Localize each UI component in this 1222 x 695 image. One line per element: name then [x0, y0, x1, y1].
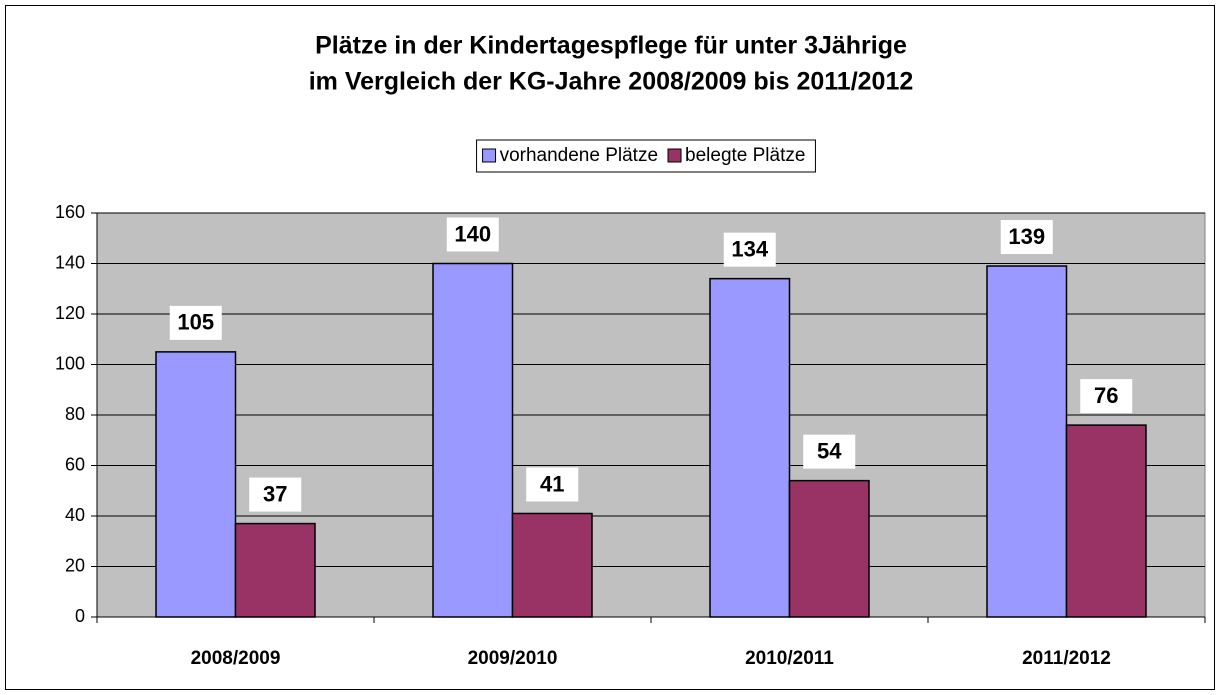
value-label-box — [803, 434, 856, 469]
y-tick-label: 120 — [55, 303, 85, 323]
bar — [234, 522, 316, 618]
x-tick-label: 2008/2009 — [191, 648, 281, 669]
value-label-box — [526, 467, 579, 502]
bar — [1065, 424, 1147, 618]
value-label-box — [1080, 379, 1133, 414]
value-label: 105 — [177, 310, 214, 335]
y-tick-label: 100 — [55, 353, 85, 373]
y-tick-label: 20 — [65, 555, 85, 575]
y-tick-label: 140 — [55, 252, 85, 272]
value-label: 37 — [263, 481, 287, 506]
value-label: 54 — [817, 438, 842, 463]
y-tick-label: 160 — [55, 202, 85, 222]
chart-title: Plätze in der Kindertagespflege für unte… — [315, 32, 907, 60]
value-label-box — [169, 305, 222, 340]
value-label: 139 — [1008, 224, 1045, 249]
value-label: 41 — [540, 471, 564, 496]
bar — [511, 512, 593, 618]
bar — [709, 277, 791, 618]
bar — [155, 351, 237, 618]
value-label-box — [1000, 220, 1053, 255]
value-label-box — [446, 217, 499, 252]
value-label: 134 — [731, 236, 768, 261]
legend-label: vorhandene Plätze — [500, 145, 658, 166]
y-tick-label: 80 — [65, 404, 85, 424]
x-tick-label: 2009/2010 — [468, 648, 558, 669]
value-label-box — [249, 477, 302, 512]
chart-title: im Vergleich der KG-Jahre 2008/2009 bis … — [309, 68, 914, 96]
y-tick-label: 40 — [65, 505, 85, 525]
value-label: 76 — [1094, 383, 1118, 408]
value-label: 140 — [454, 221, 491, 246]
x-tick-label: 2011/2012 — [1022, 648, 1111, 669]
bar — [788, 479, 870, 618]
bar — [986, 265, 1068, 618]
value-label-box — [723, 232, 776, 267]
y-tick-label: 60 — [65, 454, 85, 474]
bar — [432, 262, 514, 618]
legend-swatch — [482, 148, 497, 163]
x-tick-label: 2010/2011 — [745, 648, 834, 669]
legend-swatch — [667, 148, 682, 163]
legend-label: belegte Plätze — [685, 145, 805, 166]
legend — [476, 139, 816, 173]
y-tick-label: 0 — [75, 606, 85, 626]
